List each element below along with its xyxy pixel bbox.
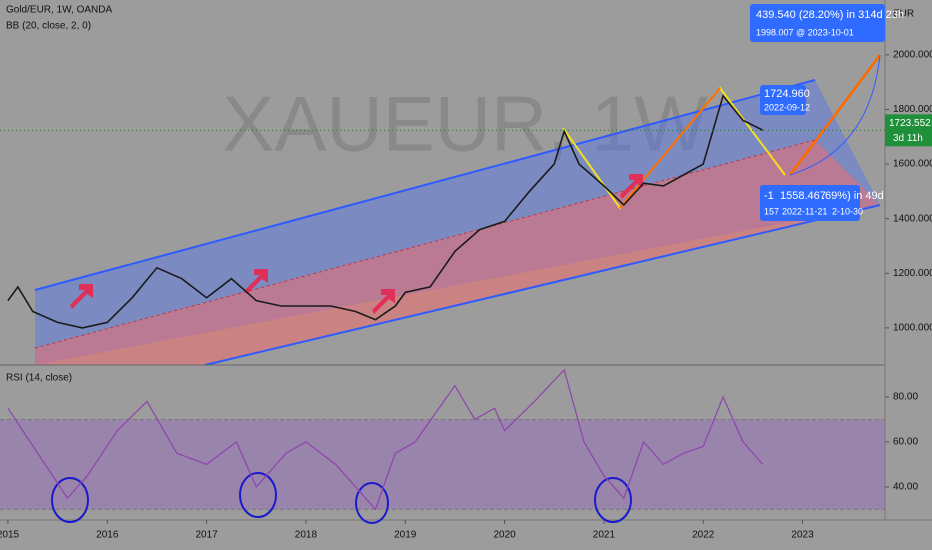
arrow bbox=[245, 269, 268, 294]
x-tick-label: 2020 bbox=[493, 530, 516, 541]
orange-path bbox=[619, 87, 721, 209]
watermark: XAUEUR, 1W bbox=[222, 80, 708, 168]
y-tick-label: 80.00 bbox=[893, 392, 918, 403]
x-tick-label: 2023 bbox=[791, 530, 814, 541]
projection-curve bbox=[789, 54, 881, 176]
series-line bbox=[7, 368, 764, 511]
x-tick-label: 2015 bbox=[0, 530, 20, 541]
countdown: 3d 11h bbox=[893, 133, 923, 144]
last-price: 1723.552 bbox=[889, 118, 931, 129]
annotation: -1 bbox=[764, 190, 774, 202]
arrows bbox=[70, 174, 643, 314]
annotation-box bbox=[760, 85, 806, 115]
annotation-box bbox=[750, 4, 885, 42]
projection bbox=[789, 54, 881, 176]
y-tick-label: 2000.000 bbox=[893, 50, 932, 61]
x-tick-label: 2017 bbox=[195, 530, 218, 541]
annotation: .69%) in 49d bbox=[822, 190, 884, 202]
last-price-box bbox=[885, 114, 932, 147]
y-tick-label: 1200.000 bbox=[893, 268, 932, 279]
y-tick-label: 1400.000 bbox=[893, 213, 932, 224]
y-tick-label: 1600.000 bbox=[893, 159, 932, 170]
circle bbox=[239, 472, 277, 518]
arrow bbox=[620, 174, 643, 199]
circle bbox=[355, 482, 389, 524]
circle bbox=[594, 477, 632, 523]
x-tick-label: 2021 bbox=[593, 530, 616, 541]
annotation: 439.540 (28.20%) in 314d 23h bbox=[756, 9, 904, 21]
annotation-box bbox=[760, 185, 860, 221]
arrow bbox=[70, 284, 93, 309]
annotation: 2022-09-12 bbox=[764, 102, 810, 112]
annotation: 1998.007 @ 2023-10-01 bbox=[756, 27, 854, 37]
annotation: 157 bbox=[764, 206, 779, 216]
rsi-label: RSI (14, close) bbox=[6, 373, 72, 384]
y-tick-label: 1000.000 bbox=[893, 323, 932, 334]
annotation: 2022-11-21 bbox=[782, 206, 827, 216]
x-tick-label: 2022 bbox=[692, 530, 715, 541]
y-tick-label: 60.00 bbox=[893, 437, 918, 448]
channel-bottom bbox=[204, 204, 881, 366]
x-tick-label: 2018 bbox=[295, 530, 318, 541]
rsi-band bbox=[0, 419, 885, 510]
rsi-circles bbox=[51, 472, 632, 524]
x-tick-label: 2019 bbox=[394, 530, 417, 541]
indicator-label: BB (20, close, 2, 0) bbox=[6, 21, 91, 32]
annotation: 2-10-30 bbox=[832, 206, 863, 216]
x-tick-label: 2016 bbox=[96, 530, 119, 541]
annotation: 1558.467 bbox=[780, 190, 826, 202]
annotation: 1724.960 bbox=[764, 88, 810, 100]
title: Gold/EUR, 1W, OANDA bbox=[6, 5, 112, 16]
arrow bbox=[372, 289, 395, 314]
y-tick-label: 1800.000 bbox=[893, 104, 932, 115]
channel-top bbox=[34, 79, 816, 291]
series-line bbox=[7, 94, 764, 329]
unit: EUR bbox=[893, 9, 914, 20]
y-tick-label: 40.00 bbox=[893, 482, 918, 493]
channel-lower bbox=[35, 140, 880, 365]
circle bbox=[51, 477, 89, 523]
